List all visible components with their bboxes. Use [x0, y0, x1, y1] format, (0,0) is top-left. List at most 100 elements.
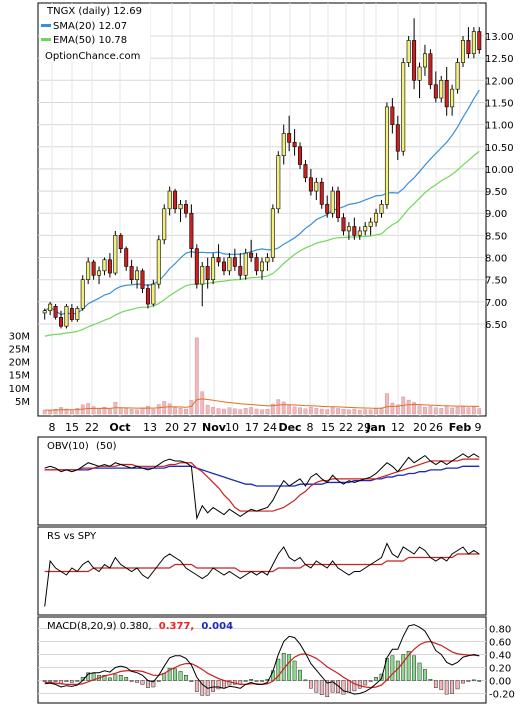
volume-bar — [135, 409, 139, 415]
candle-body — [466, 40, 471, 55]
macd-legend-value: MACD(8,20,9) 0.380, — [47, 621, 152, 632]
candle-body — [194, 248, 199, 285]
rs-line — [44, 542, 480, 607]
volume-bar — [146, 406, 150, 415]
volume-bar — [194, 337, 199, 415]
candle-body — [102, 259, 107, 272]
volume-bar — [243, 408, 248, 415]
volume-bar — [281, 401, 286, 415]
volume-bar — [97, 408, 101, 415]
price-tick-label: 11.50 — [485, 98, 514, 109]
macd-histogram-bar — [401, 654, 406, 681]
candle-body — [135, 270, 140, 280]
macd-histogram-bar — [173, 668, 177, 681]
candle-body — [162, 208, 167, 241]
date-tick-label: Jan — [365, 421, 385, 434]
sma-legend-label: SMA(20) 12.07 — [53, 21, 127, 32]
candle-body — [75, 308, 80, 320]
candle-body — [308, 177, 313, 192]
date-tick-label: 17 — [245, 421, 259, 434]
obv-10-line — [44, 458, 480, 512]
obv-legend-secondary: (50) — [96, 441, 117, 452]
volume-bar — [417, 405, 422, 415]
volume-bar — [222, 408, 226, 415]
macd-signal-value: 0.377, — [159, 621, 194, 632]
candle-body — [330, 190, 335, 214]
candle-body — [368, 221, 373, 227]
candle-body — [97, 270, 102, 276]
volume-bar — [466, 407, 471, 415]
macd-histogram-bar — [156, 680, 161, 682]
macd-histogram-bar — [428, 679, 433, 681]
volume-bar — [336, 408, 340, 415]
volume-bar — [412, 402, 416, 415]
candlesticks — [42, 18, 482, 329]
date-tick-label: 15 — [321, 421, 335, 434]
volume-tick-label: 5M — [15, 397, 30, 408]
macd-histogram-bar — [151, 680, 156, 688]
candle-body — [461, 40, 465, 63]
volume-bar — [205, 404, 210, 415]
candle-body — [129, 266, 134, 280]
obv-line — [44, 453, 480, 521]
macd-histogram-bar — [406, 651, 411, 681]
candle-body — [140, 270, 145, 289]
candle-body — [455, 62, 460, 90]
volume-bar — [216, 408, 221, 415]
volume-bar — [455, 406, 460, 415]
chart-title: TNGX (daily) 12.69 — [46, 6, 142, 17]
volume-bar — [64, 408, 69, 415]
volume-bar — [232, 408, 237, 415]
macd-histogram-bar — [450, 680, 455, 694]
candle-body — [433, 84, 438, 99]
macd-histogram-bar — [260, 680, 264, 682]
macd-histogram-bar — [314, 680, 319, 693]
price-tick-label: 9.50 — [485, 187, 507, 198]
date-tick-label: 20 — [413, 421, 427, 434]
macd-histogram-bar — [287, 654, 292, 681]
volume-bar — [69, 409, 74, 415]
candle-body — [292, 142, 297, 148]
date-tick-label: 20 — [165, 421, 179, 434]
volume-tick-label: 10M — [9, 384, 30, 395]
macd-histogram-bar — [184, 675, 188, 681]
volume-tick-label: 30M — [9, 331, 30, 342]
macd-histogram-bar — [162, 673, 167, 681]
volume-bar — [167, 403, 172, 415]
volume-bar — [189, 400, 194, 415]
candle-body — [124, 248, 129, 267]
volume-bar — [330, 407, 335, 415]
macd-tick-label: 0.40 — [489, 651, 511, 662]
candle-body — [86, 261, 91, 280]
candle-body — [379, 204, 384, 214]
candle-body — [178, 204, 183, 210]
legend-box — [40, 4, 150, 62]
macd-histogram-bar — [91, 673, 96, 681]
macd-panel: 0.80 0.60 0.40 0.20 0.00 -0.20 MACD(8,20,9) 0… — [37, 616, 515, 704]
volume-bar — [325, 409, 330, 415]
volume-bar — [461, 405, 465, 415]
candle-body — [232, 257, 237, 267]
volume-bar — [363, 409, 368, 415]
date-tick-label: Oct — [109, 421, 130, 434]
volume-bar — [124, 408, 129, 415]
candle-body — [107, 259, 112, 274]
date-tick-label: 27 — [183, 421, 197, 434]
candle-body — [249, 252, 254, 258]
obv-plot-area — [37, 436, 487, 526]
candle-body — [325, 204, 330, 214]
macd-histogram-bar — [249, 679, 254, 681]
macd-histogram-bar — [135, 680, 139, 683]
volume-bar — [265, 409, 270, 415]
candle-body — [265, 257, 270, 263]
volume-bar — [178, 408, 183, 415]
macd-histogram-bar — [48, 680, 53, 682]
macd-histogram-bar — [390, 655, 395, 681]
macd-tick-label: 0.00 — [489, 677, 511, 688]
candle-body — [439, 80, 444, 99]
macd-histogram-bar — [200, 680, 205, 696]
macd-histogram-bar — [330, 680, 335, 693]
candle-body — [406, 40, 411, 63]
